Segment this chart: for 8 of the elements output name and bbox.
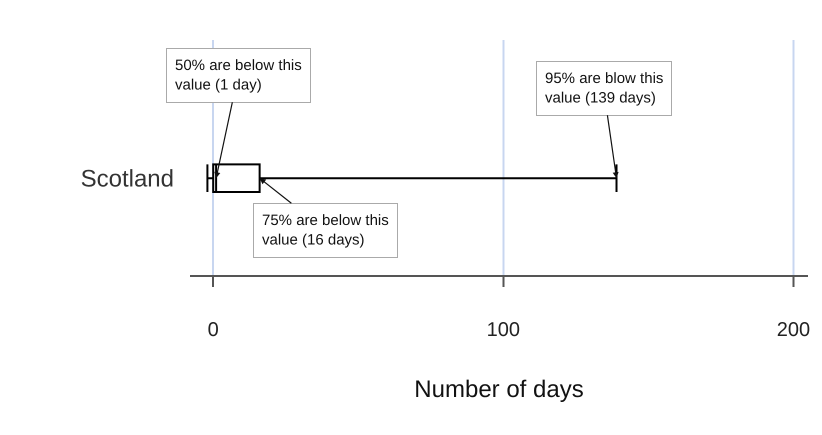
y-tick-label: Scotland xyxy=(80,166,174,193)
x-axis-title: Number of days xyxy=(414,376,584,403)
x-tick-label: 200 xyxy=(776,319,810,341)
annotation: 50% are below this value (1 day) xyxy=(175,57,302,94)
x-tick-label: 0 xyxy=(208,319,219,341)
x-tick-label: 100 xyxy=(486,319,520,341)
annotation: 95% are blow this value (139 days) xyxy=(545,70,664,106)
annotation: 75% are below this value (16 days) xyxy=(262,212,389,248)
